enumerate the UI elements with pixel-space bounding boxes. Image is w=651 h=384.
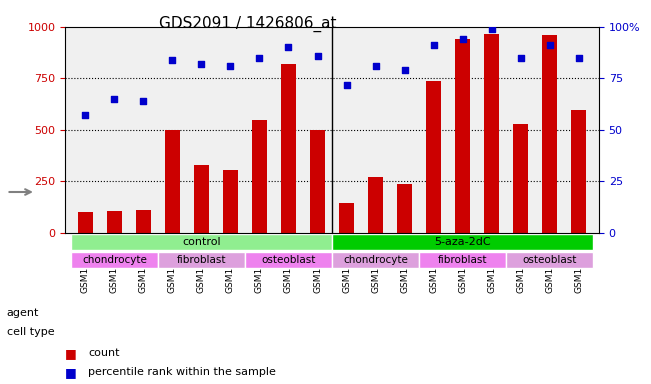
Text: agent: agent	[7, 308, 39, 318]
Bar	[165, 130, 180, 233]
Point	[255, 55, 265, 61]
Text: chondrocyte: chondrocyte	[343, 255, 408, 265]
Point	[225, 63, 236, 69]
Text: cell type: cell type	[7, 327, 54, 337]
Bar	[339, 203, 353, 233]
Bar	[397, 184, 412, 233]
Text: chondrocyte: chondrocyte	[82, 255, 147, 265]
Point	[370, 63, 381, 69]
Point	[574, 55, 584, 61]
Text: ■: ■	[65, 366, 77, 379]
Bar	[426, 81, 441, 233]
Bar	[484, 34, 499, 233]
Bar	[455, 39, 470, 233]
Point	[167, 57, 178, 63]
Text: percentile rank within the sample: percentile rank within the sample	[88, 367, 276, 377]
Point	[516, 55, 526, 61]
FancyBboxPatch shape	[419, 252, 506, 268]
Text: osteoblast: osteoblast	[261, 255, 316, 265]
Text: count: count	[88, 348, 119, 358]
Point	[428, 42, 439, 48]
Point	[544, 42, 555, 48]
FancyBboxPatch shape	[332, 234, 593, 250]
FancyBboxPatch shape	[332, 252, 419, 268]
Bar	[252, 119, 267, 233]
Point	[138, 98, 148, 104]
Bar	[223, 170, 238, 233]
FancyBboxPatch shape	[71, 234, 332, 250]
Text: fibroblast: fibroblast	[438, 255, 488, 265]
Point	[312, 53, 323, 59]
Bar	[281, 64, 296, 233]
Point	[283, 45, 294, 51]
Bar	[572, 110, 586, 233]
Bar	[542, 35, 557, 233]
Text: control: control	[182, 237, 221, 247]
Point	[196, 61, 206, 67]
Bar	[107, 211, 122, 233]
Bar	[368, 177, 383, 233]
Point	[458, 36, 468, 42]
Bar	[78, 212, 92, 233]
Text: GDS2091 / 1426806_at: GDS2091 / 1426806_at	[159, 15, 336, 31]
Bar	[194, 165, 209, 233]
Text: osteoblast: osteoblast	[522, 255, 577, 265]
FancyBboxPatch shape	[158, 252, 245, 268]
Text: fibroblast: fibroblast	[176, 255, 226, 265]
Bar	[311, 130, 325, 233]
Point	[341, 81, 352, 88]
FancyBboxPatch shape	[506, 252, 593, 268]
Bar	[514, 124, 528, 233]
Point	[80, 113, 90, 119]
Bar	[136, 210, 150, 233]
Point	[109, 96, 120, 102]
Text: ■: ■	[65, 347, 77, 360]
Point	[399, 67, 409, 73]
FancyBboxPatch shape	[71, 252, 158, 268]
FancyBboxPatch shape	[245, 252, 332, 268]
Text: 5-aza-2dC: 5-aza-2dC	[434, 237, 491, 247]
Point	[486, 26, 497, 32]
